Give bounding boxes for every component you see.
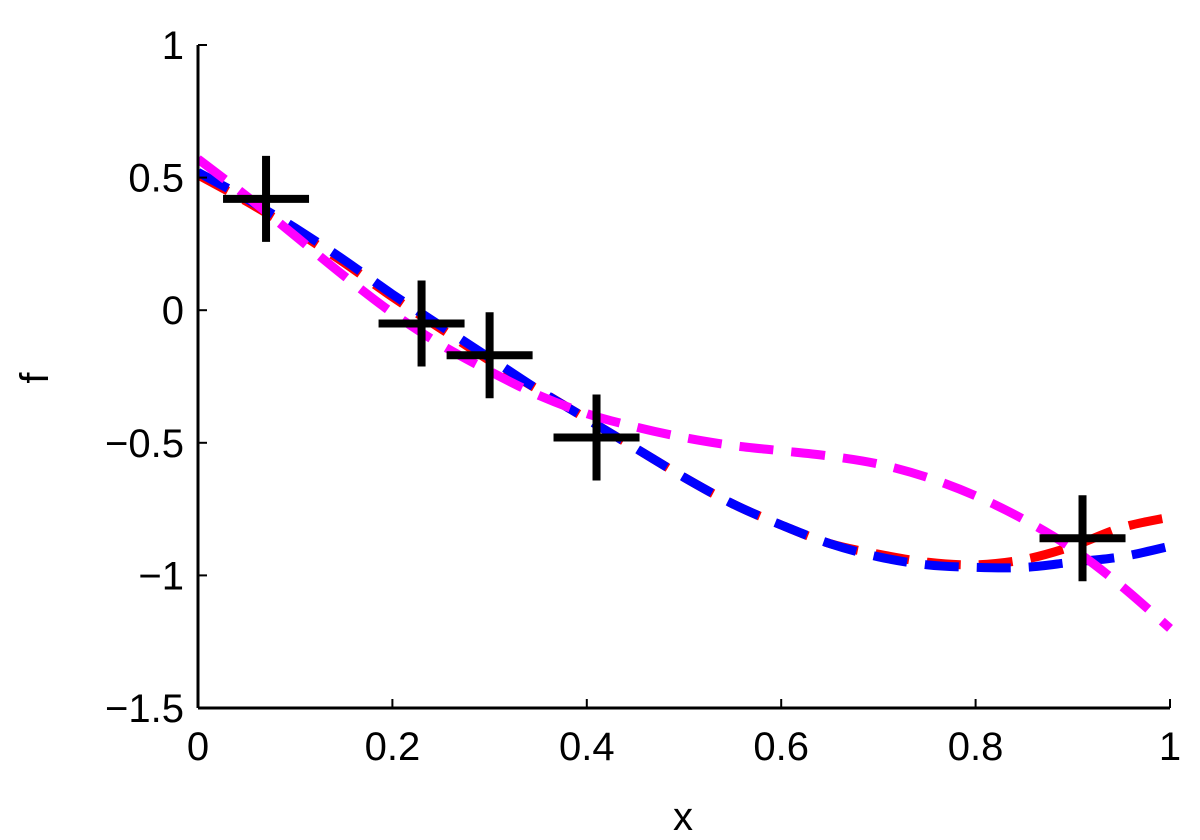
data-point-marker xyxy=(553,394,640,481)
series-layer xyxy=(198,155,1173,632)
series-line-1 xyxy=(198,170,1171,570)
x-tick-label: 0.2 xyxy=(365,725,421,769)
series-line-3 xyxy=(198,155,1173,632)
x-tick-label: 0.4 xyxy=(559,725,615,769)
y-tick-label: 0.5 xyxy=(128,157,184,201)
data-point-marker xyxy=(378,280,465,367)
axes xyxy=(196,44,1171,710)
y-tick-label: 1 xyxy=(162,24,184,68)
marker-layer xyxy=(223,155,1126,582)
data-point-marker xyxy=(223,155,310,242)
y-tick-label: 0 xyxy=(162,289,184,333)
series-line-2 xyxy=(198,168,1171,573)
x-tick-label: 1 xyxy=(1159,725,1181,769)
x-tick-label: 0.8 xyxy=(948,725,1004,769)
x-tick-label: 0.6 xyxy=(753,725,809,769)
x-axis-title: x xyxy=(673,795,693,839)
x-tick-label: 0 xyxy=(187,725,209,769)
y-tick-label: −1 xyxy=(138,554,184,598)
tick-labels: 0 0.2 0.4 0.6 0.8 1 −1.5 −1 −0.5 0 0.5 1 xyxy=(105,24,1181,769)
y-tick-label: −1.5 xyxy=(105,687,184,731)
data-point-marker xyxy=(446,312,533,399)
y-axis-title: f xyxy=(13,372,57,384)
data-point-marker xyxy=(1039,495,1126,582)
y-tick-label: −0.5 xyxy=(105,422,184,466)
